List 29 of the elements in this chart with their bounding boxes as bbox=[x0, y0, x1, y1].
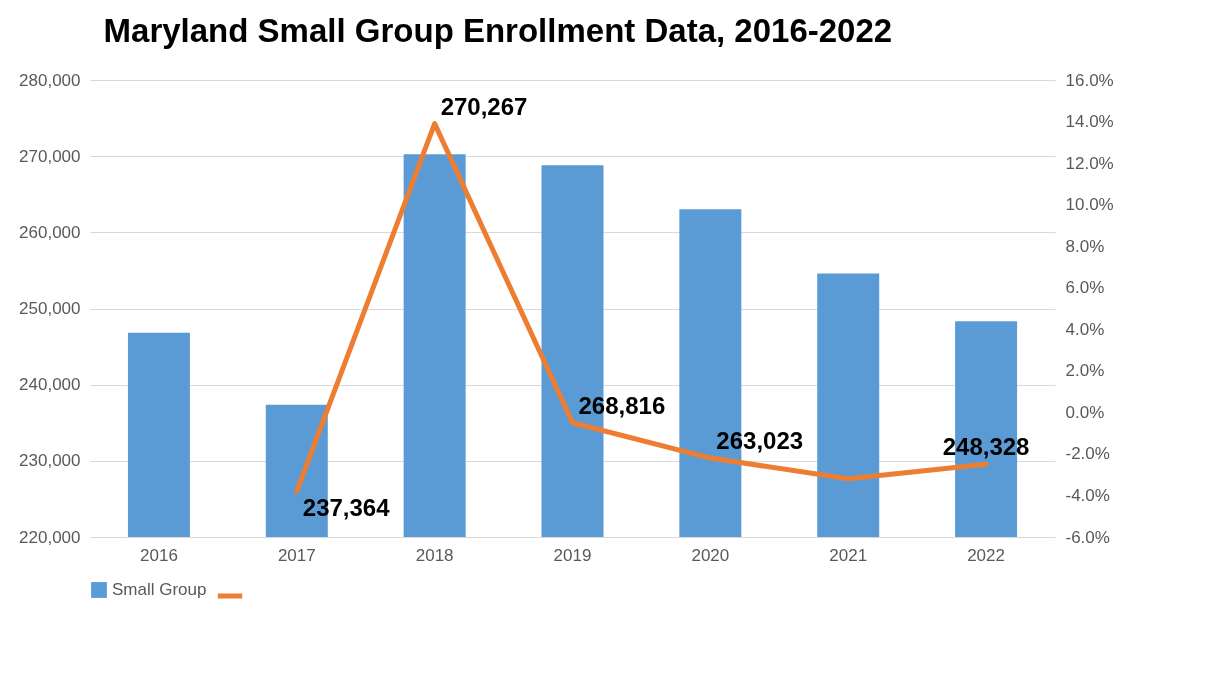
y2-tick-label: 10.0% bbox=[1065, 195, 1114, 215]
y-tick-label: 250,000 bbox=[19, 299, 81, 318]
x-tick-label: 2018 bbox=[415, 545, 454, 565]
x-tick-label: 2017 bbox=[277, 545, 316, 565]
x-tick-label: 2020 bbox=[691, 545, 730, 565]
chart-title: Maryland Small Group Enrollment Data, 2016-2022 bbox=[103, 12, 893, 49]
y-tick-label: 270,000 bbox=[19, 146, 81, 166]
y2-tick-label: -4.0% bbox=[1065, 485, 1110, 505]
data-label: 270,267 bbox=[440, 92, 528, 120]
legend-label: Small Group bbox=[112, 580, 207, 599]
y-tick-label: 230,000 bbox=[19, 451, 81, 471]
y2-tick-label: -2.0% bbox=[1065, 444, 1110, 464]
x-tick-label: 2016 bbox=[140, 545, 178, 565]
y-tick-label: 280,000 bbox=[19, 70, 81, 90]
x-tick-label: 2019 bbox=[553, 545, 592, 565]
y2-tick-label: 14.0% bbox=[1065, 112, 1114, 132]
y2-tick-label: 6.0% bbox=[1065, 278, 1105, 298]
y2-tick-label: -6.0% bbox=[1065, 527, 1110, 547]
y2-tick-label: 0.0% bbox=[1065, 402, 1105, 422]
y2-tick-label: 8.0% bbox=[1065, 236, 1105, 256]
x-tick-label: 2022 bbox=[967, 545, 1005, 565]
y2-tick-label: 16.0% bbox=[1065, 70, 1114, 90]
y2-tick-label: 4.0% bbox=[1065, 319, 1105, 339]
y-tick-label: 240,000 bbox=[19, 375, 81, 395]
x-tick-label: 2021 bbox=[829, 545, 868, 565]
y2-tick-label: 2.0% bbox=[1065, 361, 1105, 381]
y-tick-label: 220,000 bbox=[19, 527, 81, 547]
y2-tick-label: 12.0% bbox=[1065, 153, 1114, 173]
y-tick-label: 260,000 bbox=[19, 222, 81, 242]
